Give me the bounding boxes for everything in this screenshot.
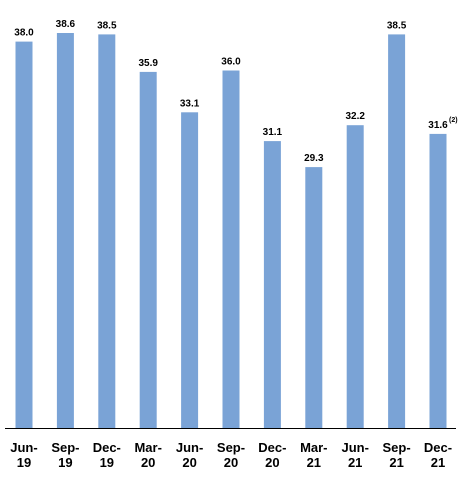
x-tick-labels-group: Jun-19Sep-19Dec-19Mar-20Jun-20Sep-20Dec-… xyxy=(10,440,452,470)
x-tick-label-month: Sep- xyxy=(383,440,411,455)
x-tick-label-year: 21 xyxy=(389,455,403,470)
bar-jun-20 xyxy=(181,112,199,429)
x-tick-label-month: Dec- xyxy=(258,440,286,455)
bar-sep-21 xyxy=(388,34,406,429)
bar-dec-19 xyxy=(98,34,116,429)
x-tick-label-month: Mar- xyxy=(134,440,161,455)
x-tick-label-month: Dec- xyxy=(93,440,121,455)
x-tick-label-month: Jun- xyxy=(341,440,368,455)
x-tick-label-month: Dec- xyxy=(424,440,452,455)
data-label: 38.0 xyxy=(14,28,34,39)
x-tick-label-year: 19 xyxy=(100,455,114,470)
x-tick-label-year: 20 xyxy=(182,455,196,470)
x-tick-label-month: Jun- xyxy=(10,440,37,455)
bar-sep-20 xyxy=(222,70,240,428)
data-label: 38.5 xyxy=(97,20,117,31)
bar-jun-21 xyxy=(346,125,364,428)
x-tick-label-year: 20 xyxy=(265,455,279,470)
bar-jun-19 xyxy=(15,41,33,428)
bar-dec-20 xyxy=(263,141,281,428)
x-tick-label-month: Sep- xyxy=(51,440,79,455)
data-label: 38.6 xyxy=(56,19,76,30)
x-tick-label-year: 20 xyxy=(141,455,155,470)
x-tick-label-month: Mar- xyxy=(300,440,327,455)
data-label: 32.2 xyxy=(345,111,365,122)
x-tick-label-year: 21 xyxy=(307,455,321,470)
x-tick-label-year: 21 xyxy=(348,455,362,470)
x-tick-label-month: Jun- xyxy=(176,440,203,455)
x-tick-label-year: 19 xyxy=(58,455,72,470)
data-labels-group: 38.0 38.6 38.5 35.9 33.1 36.0 31.1 29.3 32.2 38.5… xyxy=(14,19,457,164)
bar-sep-19 xyxy=(56,33,74,428)
data-label: 31.6 xyxy=(428,120,448,131)
x-tick-label-month: Sep- xyxy=(217,440,245,455)
x-tick-label-year: 20 xyxy=(224,455,238,470)
footnote-marker: (2) xyxy=(449,117,458,124)
data-label: 36.0 xyxy=(221,57,241,68)
x-tick-label-year: 19 xyxy=(17,455,31,470)
data-label: 38.5 xyxy=(387,20,407,31)
bar-dec-21 xyxy=(429,133,447,428)
data-label: 31.1 xyxy=(263,127,283,138)
data-label: 35.9 xyxy=(138,58,158,69)
data-label: 33.1 xyxy=(180,98,200,109)
bar-mar-20 xyxy=(139,71,157,429)
x-tick-label-year: 21 xyxy=(431,455,445,470)
bars-group xyxy=(15,33,447,429)
data-label: 29.3 xyxy=(304,153,324,164)
bar-mar-21 xyxy=(305,167,323,428)
